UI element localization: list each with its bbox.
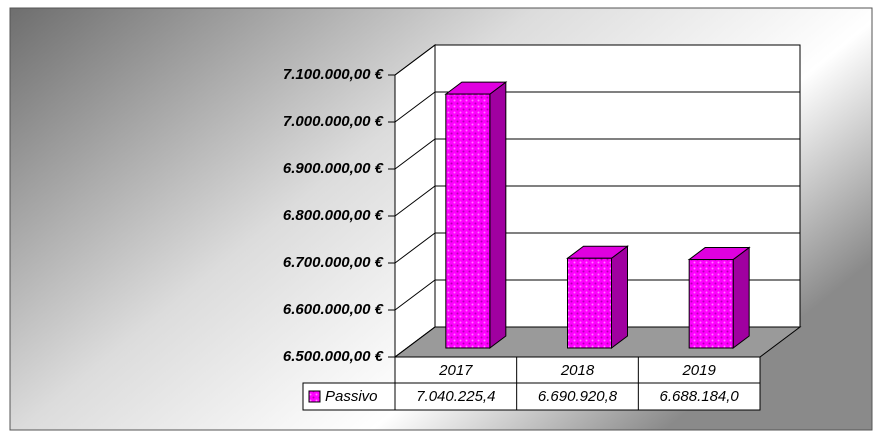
y-tick-label: 7.100.000,00 € (283, 66, 384, 83)
y-tick-label: 6.700.000,00 € (283, 254, 384, 271)
grid-line (394, 326, 800, 358)
grid-line (394, 232, 800, 264)
x-tick-label: 2017 (438, 362, 473, 379)
bar (567, 257, 612, 349)
plot: 6.500.000,00 € 6.600.000,00 € 6.700.000,00… (283, 44, 802, 411)
bar-side (732, 246, 750, 349)
x-tick-label: 2019 (681, 362, 716, 379)
legend-label: Passivo (325, 388, 378, 405)
grid-line (394, 138, 800, 170)
y-tick-label: 6.900.000,00 € (283, 160, 384, 177)
grid-line (394, 185, 800, 217)
bar-side (489, 81, 507, 349)
y-tick-label: 6.600.000,00 € (283, 301, 384, 318)
bar-side (611, 245, 628, 349)
grid-line (394, 91, 800, 123)
x-tick-label: 2018 (560, 362, 595, 379)
grid-line (394, 44, 800, 76)
y-tick-label: 6.800.000,00 € (283, 207, 384, 224)
y-tick-label: 6.500.000,00 € (283, 348, 384, 365)
table-value: 6.690.920,8 (538, 388, 618, 405)
table-header-row (394, 356, 761, 384)
y-tick-label: 7.000.000,00 € (283, 113, 384, 130)
table-value: 7.040.225,4 (416, 388, 495, 405)
bar (688, 259, 734, 349)
grid-line (394, 279, 800, 311)
legend-key (308, 390, 321, 403)
table-data-row (302, 382, 761, 411)
bar (445, 93, 491, 349)
table-value: 6.688.184,0 (660, 388, 740, 405)
